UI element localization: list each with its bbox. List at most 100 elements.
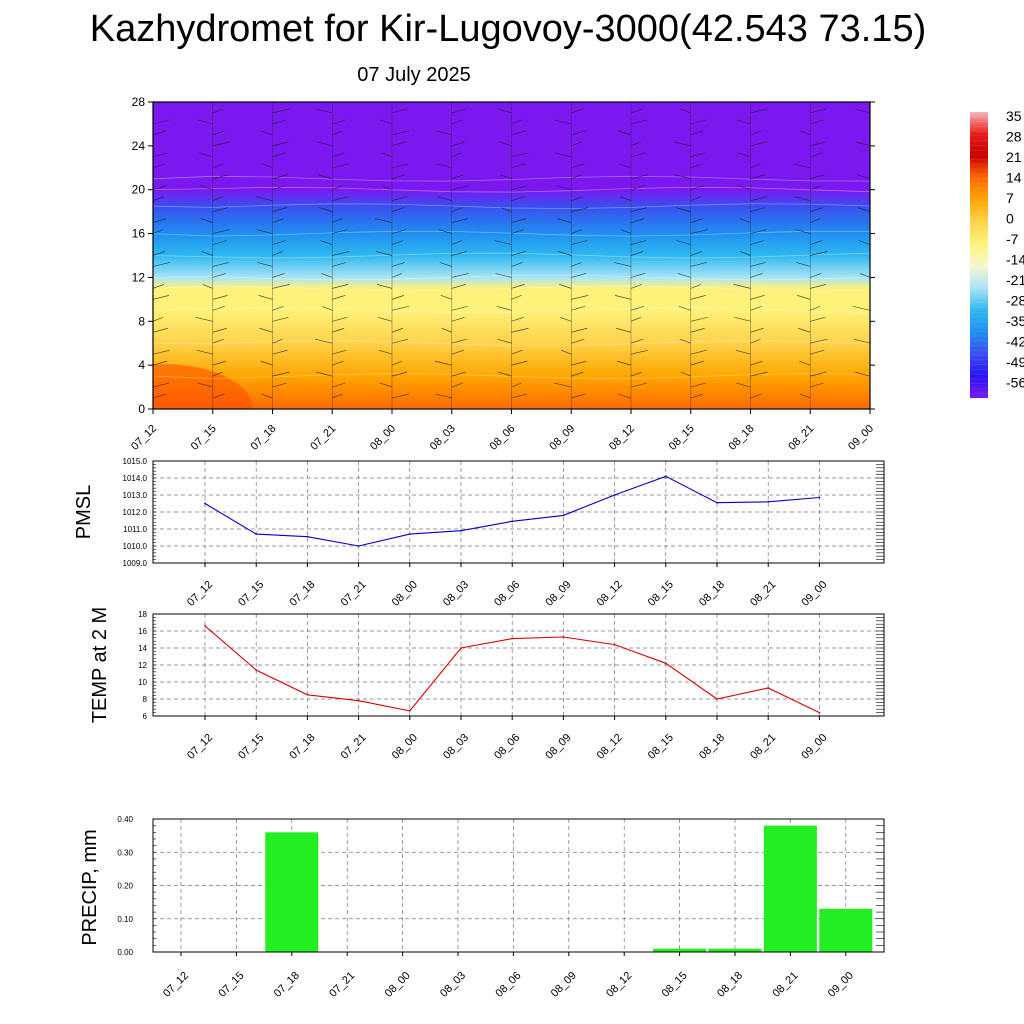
- wind-barb-flag: [511, 229, 524, 234]
- wind-barb-flag: [869, 123, 870, 124]
- wind-barb-flag: [560, 316, 572, 322]
- wind-barb-flag: [797, 295, 811, 300]
- wind-barb-flag: [212, 360, 226, 366]
- wind-barb-flag: [750, 174, 766, 180]
- wind-barb-flag: [750, 163, 761, 169]
- wind-barb-flag: [501, 207, 512, 212]
- wind-barb-flag: [810, 382, 824, 388]
- wind-barb-flag: [855, 141, 870, 147]
- data-point: [562, 514, 565, 517]
- wind-barb-flag: [810, 273, 822, 278]
- wind-barb-flag: [750, 371, 768, 377]
- x-tick-label: 08_15: [646, 579, 676, 609]
- wind-barb-flag: [571, 360, 587, 366]
- pmsl-panel: 1009.0 1010.0 1011.0 1012.0 1013.0 1014.0 1015…: [73, 457, 885, 609]
- wind-barb-flag: [153, 196, 165, 202]
- x-tick-label: 08_03: [441, 732, 471, 762]
- wind-barb-flag: [677, 273, 691, 278]
- wind-barb-flag: [690, 284, 701, 289]
- wind-barb-flag: [375, 251, 393, 256]
- wind-barb-flag: [391, 174, 406, 180]
- wind-barb-flag: [153, 316, 164, 322]
- wind-barb-flag: [202, 284, 213, 289]
- wind-barb-flag: [391, 163, 409, 169]
- wind-barb-flag: [212, 305, 225, 311]
- wind-barb-flag: [740, 251, 751, 256]
- wind-barb-flag: [511, 152, 529, 158]
- x-tick-label: 08_12: [595, 732, 625, 762]
- wind-barb-flag: [376, 284, 393, 289]
- chart-title: Kazhydromet for Kir-Lugovoy-3000(42.543 …: [89, 8, 927, 50]
- wind-barb-flag: [511, 251, 526, 256]
- colorbar-label: 35: [1006, 108, 1022, 124]
- wind-barb-flag: [750, 393, 762, 399]
- wind-barb-flag: [332, 130, 343, 136]
- x-tick-label: 07_15: [189, 423, 219, 453]
- wind-barb-flag: [614, 295, 632, 300]
- data-point: [255, 533, 258, 535]
- wind-barb-flag: [153, 262, 171, 267]
- wind-barb-flag: [630, 152, 647, 158]
- data-point: [716, 698, 718, 700]
- temp2m-panel: 6 8 10 12 14 16 18 07_12 07_15 07_18 07_21 08_00 08_…: [89, 607, 885, 762]
- wind-barb-flag: [332, 360, 344, 366]
- wind-barb-flag: [796, 262, 811, 267]
- wind-barb-flag: [690, 393, 703, 399]
- wind-barb-flag: [750, 196, 768, 202]
- wind-barb-flag: [212, 240, 227, 245]
- wind-barb-flag: [332, 327, 345, 333]
- wind-barb-flag: [438, 229, 452, 234]
- wind-barb-flag: [810, 251, 828, 256]
- wind-barb-flag: [272, 316, 289, 322]
- wind-barb-flag: [332, 262, 347, 267]
- wind-barb-flag: [571, 141, 583, 147]
- y-tick-label: 1011.0: [123, 525, 147, 534]
- y-tick-label: 14: [138, 644, 147, 653]
- y-tick-label: 10: [138, 678, 147, 687]
- x-tick-label: 08_09: [549, 970, 579, 1000]
- x-tick-label: 08_21: [770, 970, 800, 1000]
- wind-barb-flag: [511, 393, 527, 399]
- wind-barb-flag: [571, 229, 583, 234]
- wind-barb-flag: [153, 229, 164, 234]
- wind-barb-flag: [616, 360, 632, 366]
- wind-barb-flag: [690, 196, 701, 202]
- wind-barb-flag: [212, 130, 225, 136]
- data-point: [357, 545, 360, 547]
- wind-barb-flag: [391, 108, 408, 114]
- data-point: [204, 625, 206, 627]
- wind-barb-flag: [332, 218, 343, 223]
- colorbar-label: 28: [1006, 129, 1022, 145]
- y-tick-label: 16: [132, 227, 146, 241]
- wind-barb-flag: [571, 163, 585, 169]
- wind-barb-flag: [690, 130, 703, 136]
- y-tick-label: 0.30: [117, 848, 133, 857]
- x-tick-label: 08_21: [748, 732, 778, 762]
- y-tick-label: 0.20: [117, 882, 133, 891]
- surface-warm-spot: [153, 364, 253, 409]
- wind-barb-flag: [256, 229, 273, 234]
- colorbar-label: -42: [1006, 334, 1024, 350]
- wind-barb-flag: [316, 371, 333, 377]
- data-point: [511, 520, 514, 523]
- wind-barb-flag: [315, 338, 333, 344]
- wind-barb-flag: [498, 108, 512, 114]
- x-tick-label: 08_15: [667, 423, 697, 453]
- x-tick-label: 08_15: [660, 970, 690, 1000]
- plot-frame: [152, 818, 885, 953]
- wind-barb-flag: [869, 189, 870, 190]
- wind-barb-flag: [511, 185, 528, 191]
- x-tick-label: 08_00: [390, 579, 420, 609]
- wind-barb-flag: [332, 251, 350, 256]
- wind-barb-flag: [630, 141, 642, 147]
- wind-barb-flag: [511, 262, 523, 267]
- colorbar-label: -7: [1006, 231, 1019, 247]
- y-tick-label: 1012.0: [123, 508, 148, 517]
- wind-barb-flag: [260, 360, 273, 366]
- wind-barb-flag: [870, 98, 880, 102]
- y-tick-label: 24: [132, 139, 146, 153]
- wind-barb-flag: [200, 218, 213, 223]
- wind-barb-flag: [571, 196, 584, 202]
- wind-barb-flag: [498, 371, 512, 377]
- wind-barb-flag: [675, 207, 691, 212]
